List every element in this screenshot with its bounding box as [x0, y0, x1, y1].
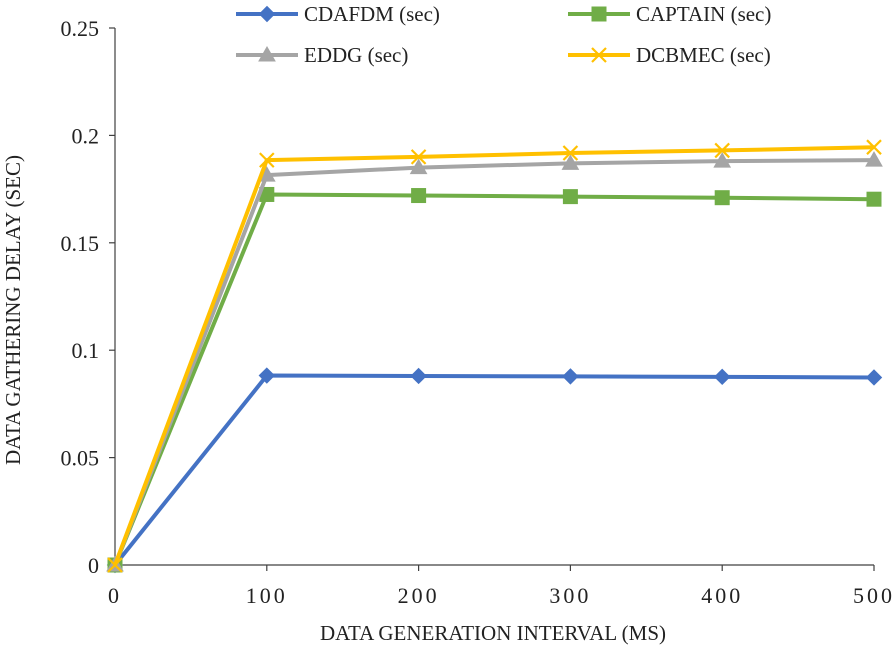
legend-label-captain: CAPTAIN (sec)	[636, 2, 771, 26]
series-dcbmec	[108, 140, 881, 572]
y-tick-label: 0.2	[72, 123, 100, 148]
y-tick-label: 0.25	[61, 16, 100, 41]
data-point-cdafdm	[411, 368, 426, 383]
y-axis-title: DATA GATHERING DELAY (SEC)	[1, 155, 25, 465]
x-tick-label: 300	[549, 583, 591, 608]
legend-label-cdafdm: CDAFDM (sec)	[304, 2, 440, 26]
legend-marker-cdafdm	[260, 7, 275, 22]
x-tick-label: 0	[108, 583, 122, 608]
data-point-cdafdm	[867, 370, 882, 385]
data-point-captain	[867, 192, 881, 206]
x-tick-label: 100	[246, 583, 288, 608]
series-layer	[107, 140, 882, 572]
axes: 0 0.05 0.1 0.15 0.2 0.25 0 100 200 300 400 500	[61, 16, 894, 608]
data-point-captain	[715, 191, 729, 205]
legend-label-dcbmec: DCBMEC (sec)	[636, 43, 771, 67]
legend: CDAFDM (sec) CAPTAIN (sec) EDDG (sec) DCBME…	[236, 2, 771, 67]
y-tick-label: 0.15	[61, 231, 100, 256]
data-point-captain	[412, 189, 426, 203]
series-line-cdafdm	[115, 376, 874, 565]
x-tick-label: 500	[853, 583, 894, 608]
legend-label-eddg: EDDG (sec)	[304, 43, 408, 67]
x-tick-label: 200	[398, 583, 440, 608]
legend-entry-cdafdm: CDAFDM (sec)	[236, 2, 440, 26]
x-tick-label: 400	[701, 583, 743, 608]
data-point-captain	[563, 190, 577, 204]
series-line-dcbmec	[115, 147, 874, 565]
series-captain	[108, 187, 881, 572]
y-tick-label: 0	[88, 553, 99, 578]
y-tick-label: 0.1	[72, 338, 100, 363]
x-axis-title: DATA GENERATION INTERVAL (MS)	[320, 621, 666, 645]
series-line-eddg	[115, 160, 874, 565]
series-cdafdm	[108, 368, 882, 572]
data-point-cdafdm	[715, 369, 730, 384]
series-eddg	[107, 152, 882, 571]
legend-marker-captain	[592, 7, 606, 21]
legend-entry-captain: CAPTAIN (sec)	[568, 2, 771, 26]
legend-entry-dcbmec: DCBMEC (sec)	[568, 43, 771, 67]
legend-entry-eddg: EDDG (sec)	[236, 43, 408, 67]
data-point-cdafdm	[563, 369, 578, 384]
series-line-captain	[115, 194, 874, 565]
y-tick-label: 0.05	[61, 446, 100, 471]
